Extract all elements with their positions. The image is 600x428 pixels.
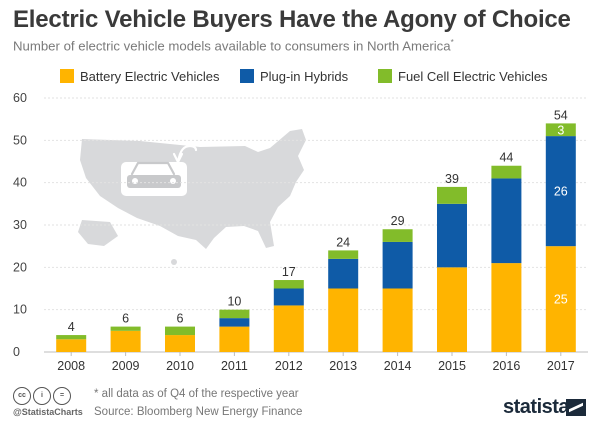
y-tick-label: 0 — [13, 345, 20, 359]
bar-segment — [328, 250, 359, 259]
usa-map-background — [78, 129, 306, 265]
cc-icon: cc — [13, 387, 31, 405]
source-note: Source: Bloomberg New Energy Finance — [94, 406, 303, 418]
bar-total-label: 24 — [336, 235, 350, 249]
x-tick-label: 2010 — [166, 359, 194, 373]
x-tick-label: 2015 — [438, 359, 466, 373]
bar-segment — [110, 330, 141, 352]
bar-total-label: 4 — [68, 320, 75, 334]
legend-swatch-fuelcell — [378, 69, 392, 83]
bar-segment — [437, 203, 467, 268]
x-tick-label: 2017 — [547, 359, 575, 373]
legend-item-battery: Battery Electric Vehicles — [60, 66, 219, 86]
bar-segment — [382, 288, 413, 352]
hawaii-shape — [171, 259, 177, 265]
bar-segment — [491, 263, 522, 352]
bar-segment — [545, 246, 576, 352]
bar-segment — [219, 326, 250, 352]
y-tick-label: 50 — [13, 133, 27, 147]
bar-segment — [273, 288, 304, 306]
bar-segment — [56, 335, 87, 340]
usa-map-shape — [80, 129, 306, 249]
x-tick-label: 2011 — [221, 359, 248, 373]
statista-logo-text: statista — [503, 396, 570, 418]
legend-item-fuelcell: Fuel Cell Electric Vehicles — [378, 66, 548, 86]
legend-swatch-plugin — [240, 69, 254, 83]
legend-label-battery: Battery Electric Vehicles — [80, 68, 220, 84]
bar-segment — [56, 339, 87, 352]
twitter-handle: @StatistaCharts — [13, 407, 83, 417]
bar-total-label: 54 — [554, 108, 568, 122]
chart-subtitle: Number of electric vehicle models availa… — [13, 38, 454, 53]
chart-title: Electric Vehicle Buyers Have the Agony o… — [13, 6, 571, 33]
bar-segment — [165, 335, 195, 352]
bar-total-label: 44 — [499, 151, 513, 165]
alaska-shape — [78, 220, 118, 246]
by-icon: i — [33, 387, 51, 405]
bar-total-label: 10 — [227, 295, 241, 309]
bar-segment — [273, 280, 304, 289]
bar-total-label: 17 — [282, 265, 296, 279]
legend-swatch-battery — [60, 69, 74, 83]
legend-item-plugin: Plug-in Hybrids — [240, 66, 348, 86]
x-tick-label: 2009 — [112, 359, 140, 373]
bar-segment — [165, 326, 195, 336]
segment-value-label: 26 — [554, 185, 568, 199]
bar-segment — [273, 305, 304, 352]
bar-segment — [219, 309, 250, 319]
x-axis: 2008 2009 2010 2011 2012 2013 2014 2015 2016 2017 — [57, 352, 575, 373]
x-tick-label: 2016 — [492, 359, 520, 373]
legend-label-plugin: Plug-in Hybrids — [260, 68, 349, 84]
bar-segment — [110, 326, 141, 331]
x-tick-label: 2014 — [384, 359, 412, 373]
x-tick-label: 2013 — [329, 359, 357, 373]
segment-value-label: 25 — [554, 293, 568, 307]
nd-icon: = — [53, 387, 71, 405]
bar-total-label: 6 — [177, 312, 184, 326]
bar-segment — [491, 165, 522, 179]
y-tick-label: 60 — [13, 91, 27, 105]
bars: 4 6 6 10 17 24 29 39 44 25 26 354 — [56, 108, 576, 352]
bar-segment — [545, 123, 576, 137]
bar-segment — [491, 178, 522, 264]
y-tick-label: 30 — [13, 218, 27, 232]
bar-total-label: 6 — [122, 312, 129, 326]
bar-total-label: 29 — [391, 214, 405, 228]
bar-total-label: 39 — [445, 172, 459, 186]
x-tick-label: 2008 — [57, 359, 85, 373]
bar-segment — [437, 186, 467, 204]
bar-segment — [382, 229, 413, 242]
y-tick-label: 20 — [13, 260, 27, 274]
statista-logo-icon — [566, 399, 586, 416]
electric-car-icon — [121, 144, 198, 196]
y-tick-label: 40 — [13, 176, 27, 190]
bar-segment — [437, 267, 467, 352]
x-tick-label: 2012 — [275, 359, 303, 373]
bar-segment — [382, 241, 413, 289]
subtitle-footnote-mark: * — [450, 38, 454, 47]
y-axis: 0 10 20 30 40 50 60 — [13, 91, 27, 359]
segment-value-label: 3 — [557, 123, 564, 137]
bar-segment — [545, 136, 576, 247]
y-tick-label: 10 — [13, 303, 27, 317]
license-icons: cc i = — [13, 387, 71, 405]
subtitle-text: Number of electric vehicle models availa… — [13, 38, 451, 54]
footnote: * all data as of Q4 of the respective ye… — [94, 388, 299, 400]
legend-label-fuelcell: Fuel Cell Electric Vehicles — [398, 68, 548, 84]
bar-segment — [219, 318, 250, 327]
bar-segment — [328, 288, 359, 352]
bar-segment — [328, 258, 359, 289]
